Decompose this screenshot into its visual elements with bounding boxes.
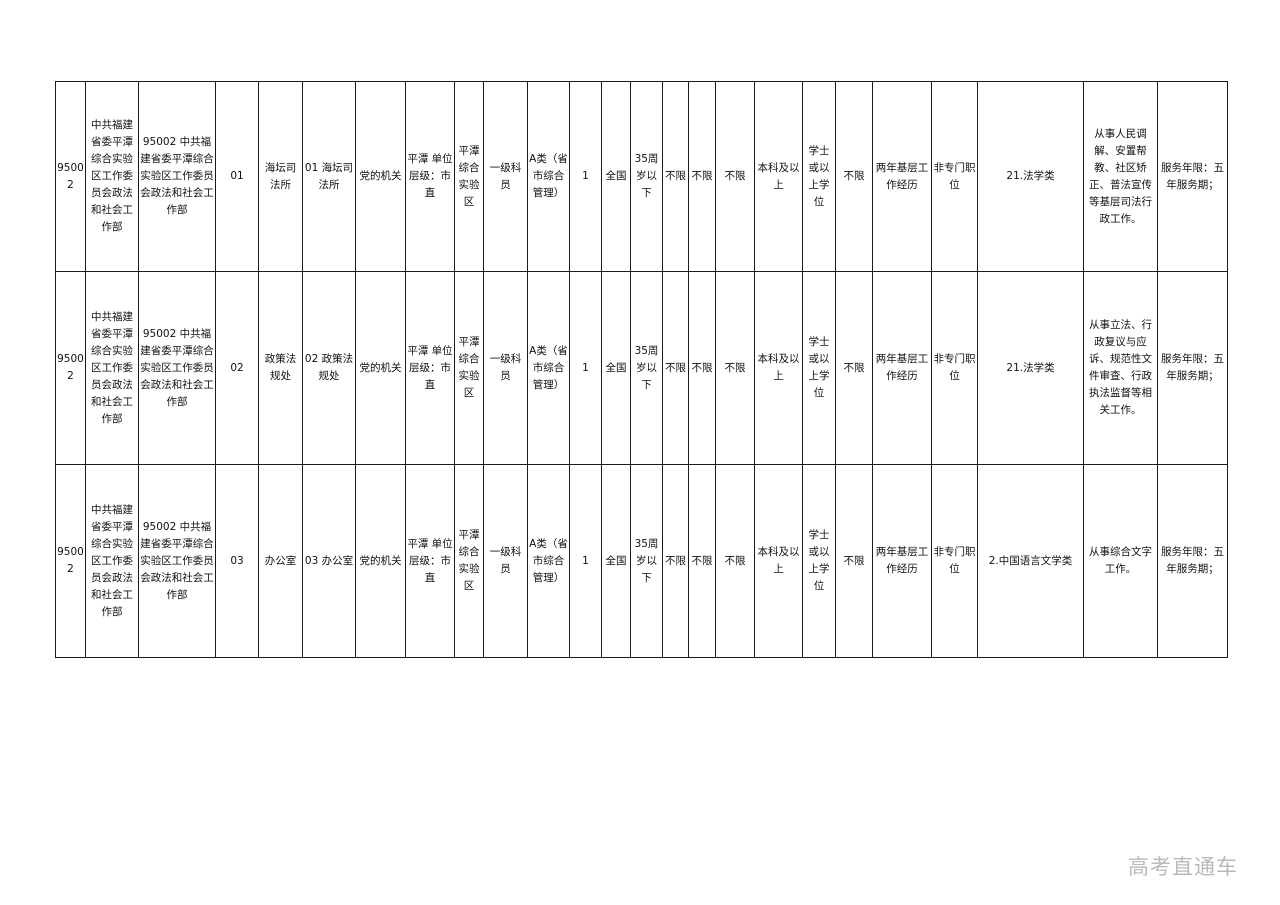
cell-employer: 95002 中共福建省委平潭综合实验区工作委员会政法和社会工作部 <box>138 271 216 465</box>
cell-unit-level: 平潭 单位层级：市直 <box>405 271 455 465</box>
cell-limit-extra: 不限 <box>835 81 873 272</box>
cell-limit-other: 不限 <box>715 464 755 658</box>
cell-dept-name: 中共福建省委平潭综合实验区工作委员会政法和社会工作部 <box>85 271 139 465</box>
cell-education: 本科及以上 <box>754 464 803 658</box>
cell-remarks: 服务年限：五年服务期； <box>1157 464 1228 658</box>
cell-division: 政策法规处 <box>258 271 303 465</box>
cell-unit-level: 平潭 单位层级：市直 <box>405 81 455 272</box>
cell-major: 21.法学类 <box>977 271 1084 465</box>
table-body: 95002 中共福建省委平潭综合实验区工作委员会政法和社会工作部 95002 中… <box>55 81 1228 658</box>
cell-position-name: 一级科员 <box>483 81 528 272</box>
cell-scope: 全国 <box>601 271 631 465</box>
cell-limit-extra: 不限 <box>835 464 873 658</box>
cell-dept-seq: 03 <box>215 464 259 658</box>
cell-degree: 学士或以上学位 <box>802 271 836 465</box>
cell-region: 平潭综合实验区 <box>454 81 484 272</box>
cell-dept-seq: 01 <box>215 81 259 272</box>
cell-limit-political: 不限 <box>662 464 689 658</box>
watermark-text: 高考直通车 <box>1128 855 1238 879</box>
cell-education: 本科及以上 <box>754 271 803 465</box>
cell-employer: 95002 中共福建省委平潭综合实验区工作委员会政法和社会工作部 <box>138 464 216 658</box>
cell-limit-political: 不限 <box>662 271 689 465</box>
cell-region: 平潭综合实验区 <box>454 271 484 465</box>
cell-division-full: 02 政策法规处 <box>302 271 356 465</box>
cell-job-description: 从事人民调解、安置帮教、社区矫正、普法宣传等基层司法行政工作。 <box>1083 81 1158 272</box>
cell-degree: 学士或以上学位 <box>802 81 836 272</box>
table-row: 95002 中共福建省委平潭综合实验区工作委员会政法和社会工作部 95002 中… <box>55 271 1228 465</box>
cell-dept-code: 95002 <box>55 464 86 658</box>
cell-unit-level: 平潭 单位层级：市直 <box>405 464 455 658</box>
cell-exam-category: A类（省市综合管理） <box>527 271 570 465</box>
cell-headcount: 1 <box>569 464 602 658</box>
cell-limit-gender: 不限 <box>688 464 716 658</box>
cell-dept-name: 中共福建省委平潭综合实验区工作委员会政法和社会工作部 <box>85 464 139 658</box>
cell-region: 平潭综合实验区 <box>454 464 484 658</box>
cell-division: 海坛司法所 <box>258 81 303 272</box>
cell-exam-category: A类（省市综合管理） <box>527 81 570 272</box>
cell-major: 21.法学类 <box>977 81 1084 272</box>
cell-remarks: 服务年限：五年服务期； <box>1157 271 1228 465</box>
job-listing-table: 95002 中共福建省委平潭综合实验区工作委员会政法和社会工作部 95002 中… <box>55 81 1228 658</box>
cell-limit-other: 不限 <box>715 271 755 465</box>
cell-experience: 两年基层工作经历 <box>872 271 932 465</box>
cell-age-limit: 35周岁以下 <box>630 464 663 658</box>
cell-limit-gender: 不限 <box>688 271 716 465</box>
cell-limit-gender: 不限 <box>688 81 716 272</box>
cell-division-full: 03 办公室 <box>302 464 356 658</box>
cell-org-type: 党的机关 <box>355 81 406 272</box>
cell-position-name: 一级科员 <box>483 271 528 465</box>
cell-age-limit: 35周岁以下 <box>630 81 663 272</box>
cell-scope: 全国 <box>601 81 631 272</box>
cell-limit-political: 不限 <box>662 81 689 272</box>
cell-employer: 95002 中共福建省委平潭综合实验区工作委员会政法和社会工作部 <box>138 81 216 272</box>
cell-limit-other: 不限 <box>715 81 755 272</box>
cell-org-type: 党的机关 <box>355 464 406 658</box>
cell-headcount: 1 <box>569 271 602 465</box>
cell-remarks: 服务年限：五年服务期； <box>1157 81 1228 272</box>
cell-division-full: 01 海坛司法所 <box>302 81 356 272</box>
cell-scope: 全国 <box>601 464 631 658</box>
cell-specialty: 非专门职位 <box>931 81 978 272</box>
cell-degree: 学士或以上学位 <box>802 464 836 658</box>
cell-limit-extra: 不限 <box>835 271 873 465</box>
cell-position-name: 一级科员 <box>483 464 528 658</box>
cell-specialty: 非专门职位 <box>931 271 978 465</box>
cell-specialty: 非专门职位 <box>931 464 978 658</box>
cell-education: 本科及以上 <box>754 81 803 272</box>
table-row: 95002 中共福建省委平潭综合实验区工作委员会政法和社会工作部 95002 中… <box>55 81 1228 272</box>
table-row: 95002 中共福建省委平潭综合实验区工作委员会政法和社会工作部 95002 中… <box>55 464 1228 658</box>
cell-dept-name: 中共福建省委平潭综合实验区工作委员会政法和社会工作部 <box>85 81 139 272</box>
cell-division: 办公室 <box>258 464 303 658</box>
cell-exam-category: A类（省市综合管理） <box>527 464 570 658</box>
cell-dept-code: 95002 <box>55 81 86 272</box>
cell-dept-code: 95002 <box>55 271 86 465</box>
cell-experience: 两年基层工作经历 <box>872 81 932 272</box>
cell-experience: 两年基层工作经历 <box>872 464 932 658</box>
cell-org-type: 党的机关 <box>355 271 406 465</box>
cell-job-description: 从事立法、行政复议与应诉、规范性文件审查、行政执法监督等相关工作。 <box>1083 271 1158 465</box>
cell-job-description: 从事综合文字工作。 <box>1083 464 1158 658</box>
cell-age-limit: 35周岁以下 <box>630 271 663 465</box>
cell-headcount: 1 <box>569 81 602 272</box>
cell-dept-seq: 02 <box>215 271 259 465</box>
cell-major: 2.中国语言文学类 <box>977 464 1084 658</box>
